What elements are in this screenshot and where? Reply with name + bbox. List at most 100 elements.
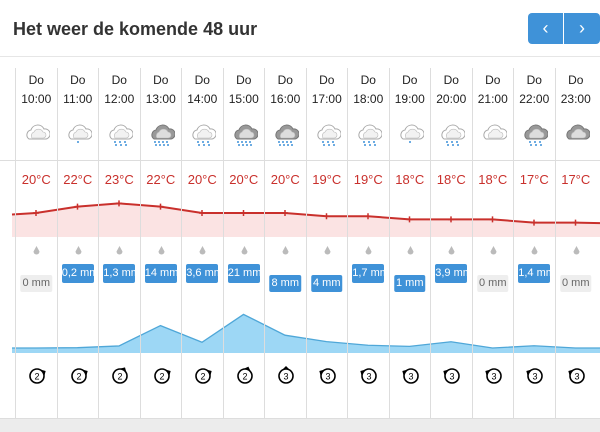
temperature-point [572, 219, 579, 226]
temperature-point [365, 213, 371, 220]
day-label: Do [568, 73, 584, 87]
cloud-dark-heavy-rain-icon [233, 124, 258, 146]
time-label: 16:00 [270, 92, 301, 106]
temperature: 17°C [519, 172, 549, 187]
hour-column: Do 10:00 20°C 0 mm 2 [15, 68, 57, 418]
precipitation-badge: 0 mm [560, 275, 592, 292]
cloud-light-rain-icon [358, 124, 382, 146]
time-label: 17:00 [311, 92, 342, 106]
precipitation-badge: 1,3 mm [103, 264, 140, 283]
wind-force: 3 [449, 372, 454, 382]
precipitation-badge: 1,7 mm [352, 264, 389, 283]
time-label: 23:00 [560, 92, 591, 106]
temperature-point [116, 200, 122, 207]
next-button[interactable]: › [564, 13, 600, 44]
temperature: 18°C [395, 172, 425, 187]
time-label: 22:00 [519, 92, 550, 106]
time-label: 11:00 [63, 92, 93, 106]
wind-force: 2 [76, 372, 81, 382]
temperature: 19°C [312, 172, 342, 187]
raindrop-icon [116, 246, 123, 255]
temperature-point [74, 203, 81, 210]
day-label: Do [526, 73, 542, 87]
wind-force: 3 [491, 372, 496, 382]
wind-direction-icon: 2 [236, 366, 253, 384]
wind-direction-icon: 3 [401, 368, 419, 384]
time-label: 13:00 [145, 92, 176, 106]
day-label: Do [28, 73, 44, 87]
wind-direction-icon: 3 [443, 368, 460, 384]
hour-column: Do 19:00 18°C 1 mm 3 [388, 68, 431, 418]
precipitation-badge: 14 mm [144, 264, 178, 283]
divider [0, 160, 600, 161]
precipitation-badge: 8 mm [269, 275, 301, 292]
wind-direction-icon: 2 [112, 367, 128, 384]
wind-force: 3 [325, 372, 330, 382]
wind-force: 3 [408, 372, 413, 382]
cloud-light-drizzle-icon [67, 124, 92, 143]
cloud-light-rain-icon [316, 124, 341, 146]
raindrop-icon [75, 246, 81, 255]
wind-force: 3 [574, 372, 579, 382]
time-label: 19:00 [394, 92, 425, 106]
hourly-grid: Do 10:00 20°C 0 mm 2 Do 11:00 22°C 0,2 mm… [0, 68, 600, 418]
cloud-light-icon [482, 124, 507, 140]
day-label: Do [277, 73, 293, 87]
hour-column: Do 15:00 20°C 21 mm 2 [222, 68, 265, 418]
day-label: Do [443, 73, 459, 87]
temperature-point [406, 216, 413, 223]
wind-direction-icon: 2 [29, 368, 46, 384]
wind-force: 2 [117, 372, 122, 382]
temperature: 17°C [561, 172, 591, 187]
temperature: 23°C [104, 172, 134, 187]
prev-button[interactable]: ‹ [528, 13, 564, 44]
hour-column: Do 11:00 22°C 0,2 mm 2 [56, 68, 98, 418]
wind-force: 2 [34, 372, 39, 382]
time-label: 12:00 [104, 92, 135, 106]
cloud-light-drizzle-icon [399, 124, 424, 143]
temperature-point [282, 210, 288, 216]
cloud-light-rain-icon [109, 124, 133, 146]
wind-direction-icon: 2 [153, 368, 171, 384]
temperature-point [448, 216, 454, 223]
hour-column: Do 13:00 22°C 14 mm 2 [139, 68, 182, 418]
time-label: 10:00 [21, 92, 52, 106]
raindrop-icon [407, 246, 413, 255]
raindrop-icon [158, 246, 164, 255]
wind-direction-icon: 2 [70, 368, 88, 384]
temperature: 18°C [478, 172, 508, 187]
wind-force: 3 [283, 372, 288, 382]
precipitation-area [12, 314, 600, 353]
temperature-point [531, 219, 537, 226]
temperature: 18°C [436, 172, 466, 187]
wind-direction-icon: 3 [484, 368, 502, 384]
temperature-point [240, 210, 247, 216]
cloud-light-rain-icon [192, 124, 216, 146]
temperature-point [157, 203, 164, 210]
hour-column: Do 22:00 17°C 1,4 mm 3 [513, 68, 555, 418]
precipitation-badge: 3,6 mm [186, 264, 223, 283]
cloud-light-icon [26, 124, 50, 140]
wind-force: 2 [159, 372, 164, 382]
temperature: 20°C [270, 172, 300, 187]
cloud-dark-heavy-rain-icon [150, 124, 175, 146]
temperature: 20°C [21, 172, 51, 187]
raindrop-icon [448, 246, 455, 255]
raindrop-icon [324, 246, 330, 255]
hour-column: Do 20:00 18°C 3,9 mm 3 [430, 68, 472, 418]
time-label: 20:00 [436, 92, 467, 106]
wind-direction-icon: 3 [526, 368, 543, 384]
hour-column: Do 17:00 19°C 4 mm 3 [305, 68, 348, 418]
hour-column: Do 23:00 17°C 0 mm 3 [554, 68, 597, 418]
day-label: Do [360, 73, 376, 87]
hour-column: Do 12:00 23°C 1,3 mm 2 [98, 68, 140, 418]
wind-direction-icon: 2 [195, 368, 212, 384]
pager: ‹ › [528, 13, 600, 44]
temperature-point [489, 216, 496, 223]
cloud-dark-icon [565, 124, 590, 140]
wind-direction-icon: 3 [567, 368, 585, 384]
raindrop-icon [573, 246, 579, 255]
temperature: 19°C [353, 172, 383, 187]
wind-force: 3 [532, 372, 537, 382]
wind-direction-icon: 3 [360, 368, 377, 384]
